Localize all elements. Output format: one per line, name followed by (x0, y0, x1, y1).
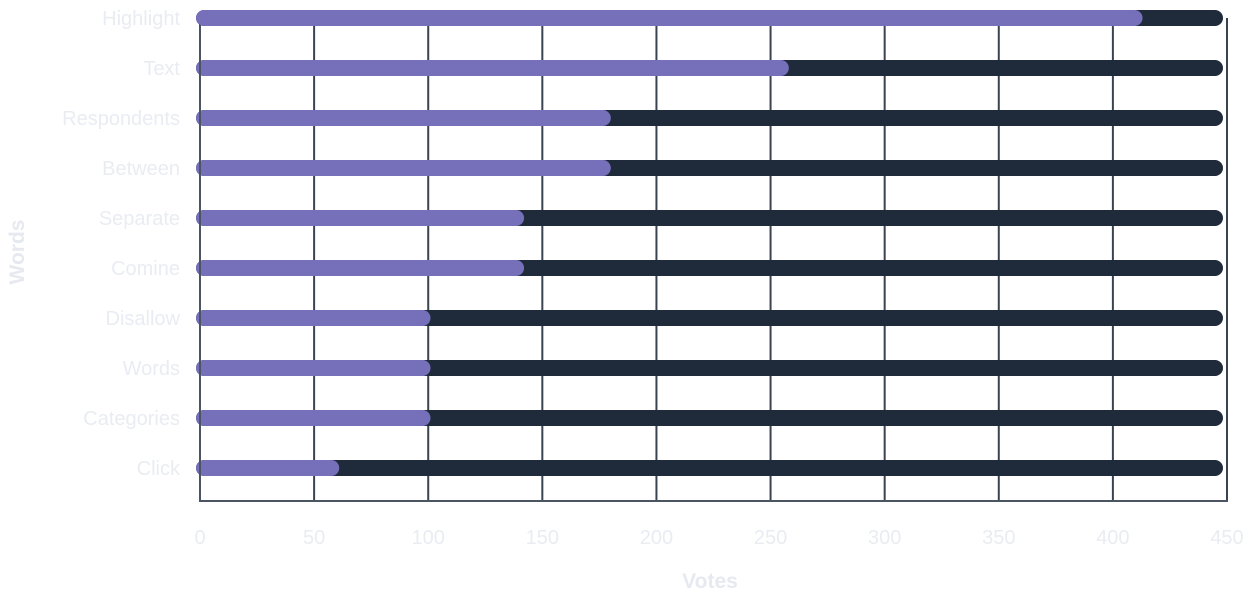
bar (196, 460, 340, 476)
y-tick-label: Respondents (62, 108, 180, 130)
x-tick-label: 300 (868, 527, 901, 549)
grid-lines (199, 18, 1228, 501)
x-tick-label: 350 (982, 527, 1015, 549)
bar-track (196, 360, 1223, 376)
x-tick-label: 450 (1210, 527, 1243, 549)
bar (196, 310, 431, 326)
bars (196, 10, 1143, 476)
y-tick-label: Comine (111, 258, 180, 280)
bar (196, 260, 525, 276)
bar (196, 210, 525, 226)
y-tick-label: Separate (99, 208, 180, 230)
y-tick-label: Text (143, 58, 180, 80)
bar-track (196, 310, 1223, 326)
y-tick-label: Between (102, 158, 180, 180)
bar (196, 60, 789, 76)
bar (196, 410, 431, 426)
bar (196, 10, 1143, 26)
bar (196, 360, 431, 376)
x-tick-label: 50 (303, 527, 325, 549)
y-tick-label: Categories (83, 408, 180, 430)
y-tick-label: Click (137, 458, 181, 480)
x-tick-label: 0 (194, 527, 205, 549)
x-tick-label: 150 (526, 527, 559, 549)
x-tick-labels: 0 50 100 150 200 250 300 350 400 450 (194, 527, 1243, 549)
y-axis-title: Words (6, 220, 29, 285)
x-tick-label: 200 (640, 527, 673, 549)
axes (199, 26, 1228, 502)
bar-track (196, 460, 1223, 476)
x-tick-label: 100 (412, 527, 445, 549)
bar-track (196, 410, 1223, 426)
bar-tracks (196, 10, 1223, 476)
x-tick-label: 400 (1096, 527, 1129, 549)
bar (196, 160, 611, 176)
y-tick-label: Highlight (102, 8, 180, 30)
y-tick-label: Disallow (106, 308, 181, 330)
y-tick-labels: Highlight Text Respondents Between Separate C… (62, 8, 181, 480)
y-tick-label: Words (123, 358, 180, 380)
bar (196, 110, 611, 126)
x-tick-label: 250 (754, 527, 787, 549)
x-axis-title: Votes (682, 570, 738, 593)
